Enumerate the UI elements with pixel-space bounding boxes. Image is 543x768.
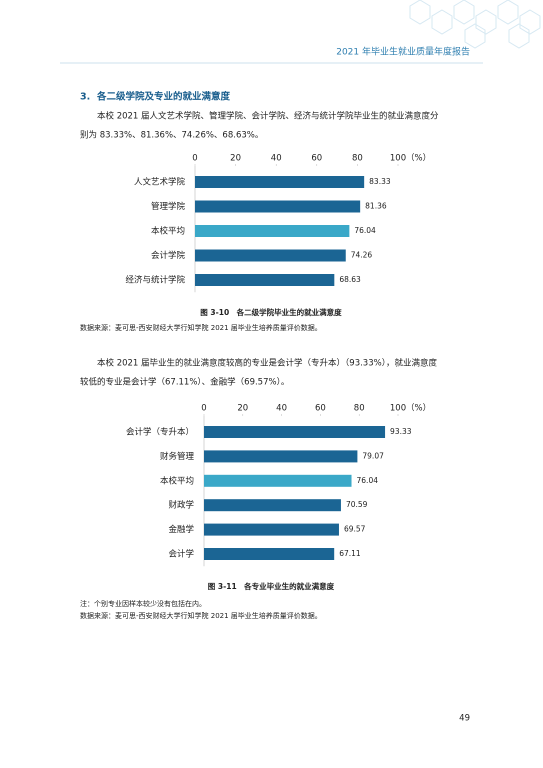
category-label: 本校平均 [160,475,194,486]
value-label: 70.59 [346,500,368,509]
header-title: 2021 年毕业生就业质量年度报告 [336,46,470,58]
value-label: 74.26 [351,251,373,260]
value-label: 79.07 [362,451,384,460]
x-tick-label: 20 [230,154,241,164]
value-label: 93.33 [390,427,412,436]
figure-note: 数据来源：麦可思-西安财经大学行知学院 2021 届毕业生培养质量评价数据。 [80,611,322,620]
x-tick-label: 20 [237,404,248,414]
figure-source: 数据来源：麦可思-西安财经大学行知学院 2021 届毕业生培养质量评价数据。 [80,323,322,332]
category-label: 金融学 [168,524,194,535]
figure-note: 注：个别专业因样本较少没有包括在内。 [80,599,206,608]
x-tick-label: 60 [311,154,322,164]
page-number: 49 [459,714,470,724]
value-label: 68.63 [339,275,361,284]
category-label: 本校平均 [151,226,185,237]
hex-decoration [409,0,541,49]
section-number: 3. [80,92,90,103]
x-tick-label: 0 [201,404,206,414]
x-unit: （%） [406,403,431,414]
x-tick-label: 100 [390,404,406,414]
value-label: 81.36 [365,202,387,211]
bar [195,200,361,213]
value-label: 69.57 [344,525,366,534]
bar [195,249,346,262]
bar [204,474,352,487]
section-title: 各二级学院及专业的就业满意度 [96,91,231,103]
x-tick-label: 60 [315,404,326,414]
x-tick-label: 40 [271,154,282,164]
value-label: 76.04 [354,226,376,235]
bar [204,548,335,560]
paragraph-line: 本校 2021 届人文艺术学院、管理学院、会计学院、经济与统计学院毕业生的就业满… [97,111,439,122]
paragraph-line: 别为 83.33%、81.36%、74.26%、68.63%。 [80,130,263,141]
x-tick-label: 80 [352,154,363,164]
category-label: 会计学院 [151,250,186,261]
bar [195,274,335,286]
category-label: 经济与统计学院 [125,275,185,286]
value-label: 83.33 [369,177,391,186]
x-tick-label: 0 [192,154,197,164]
category-label: 会计学 [168,549,194,560]
category-label: 人文艺术学院 [134,177,186,188]
bar [204,426,386,438]
paragraph-line: 本校 2021 届毕业生的就业满意度较高的专业是会计学（专升本）（93.33%）… [97,358,437,369]
bar [195,176,365,188]
category-label: 管理学院 [151,201,186,212]
bar [195,225,350,237]
figure-caption: 图 3-11 各专业毕业生的就业满意度 [208,581,335,591]
bar [204,450,358,463]
figure-caption: 图 3-10 各二级学院毕业生的就业满意度 [200,307,342,317]
value-label: 76.04 [357,476,379,485]
x-tick-label: 100 [390,154,406,164]
value-label: 67.11 [339,549,361,558]
category-label: 会计学（专升本） [126,427,194,438]
x-unit: （%） [406,153,431,164]
x-tick-label: 80 [354,404,365,414]
bar [204,499,341,512]
x-tick-label: 40 [276,404,287,414]
paragraph-line: 较低的专业是会计学（67.11%）、金融学（69.57%）。 [80,377,289,388]
bar [204,523,339,536]
category-label: 财务管理 [160,451,195,462]
category-label: 财政学 [168,500,194,511]
